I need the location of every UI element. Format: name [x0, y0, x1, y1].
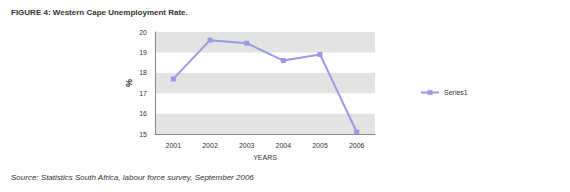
svg-text:2003: 2003: [239, 142, 255, 149]
svg-text:2001: 2001: [166, 142, 182, 149]
svg-text:2004: 2004: [276, 142, 292, 149]
svg-text:17: 17: [139, 90, 147, 97]
svg-text:18: 18: [139, 69, 147, 76]
svg-text:Series1: Series1: [444, 89, 468, 96]
svg-text:2002: 2002: [202, 142, 218, 149]
svg-text:16: 16: [139, 110, 147, 117]
svg-text:2006: 2006: [349, 142, 365, 149]
svg-text:20: 20: [139, 29, 147, 36]
svg-text:YEARS: YEARS: [253, 154, 277, 161]
svg-text:Source: Statistics South Afric: Source: Statistics South Africa, labour …: [11, 173, 254, 182]
svg-text:15: 15: [139, 131, 147, 138]
svg-text:2005: 2005: [312, 142, 328, 149]
svg-text:19: 19: [139, 49, 147, 56]
svg-text:%: %: [124, 79, 134, 87]
svg-text:FIGURE 4: Western Cape Unemplo: FIGURE 4: Western Cape Unemployment Rate…: [11, 8, 188, 17]
